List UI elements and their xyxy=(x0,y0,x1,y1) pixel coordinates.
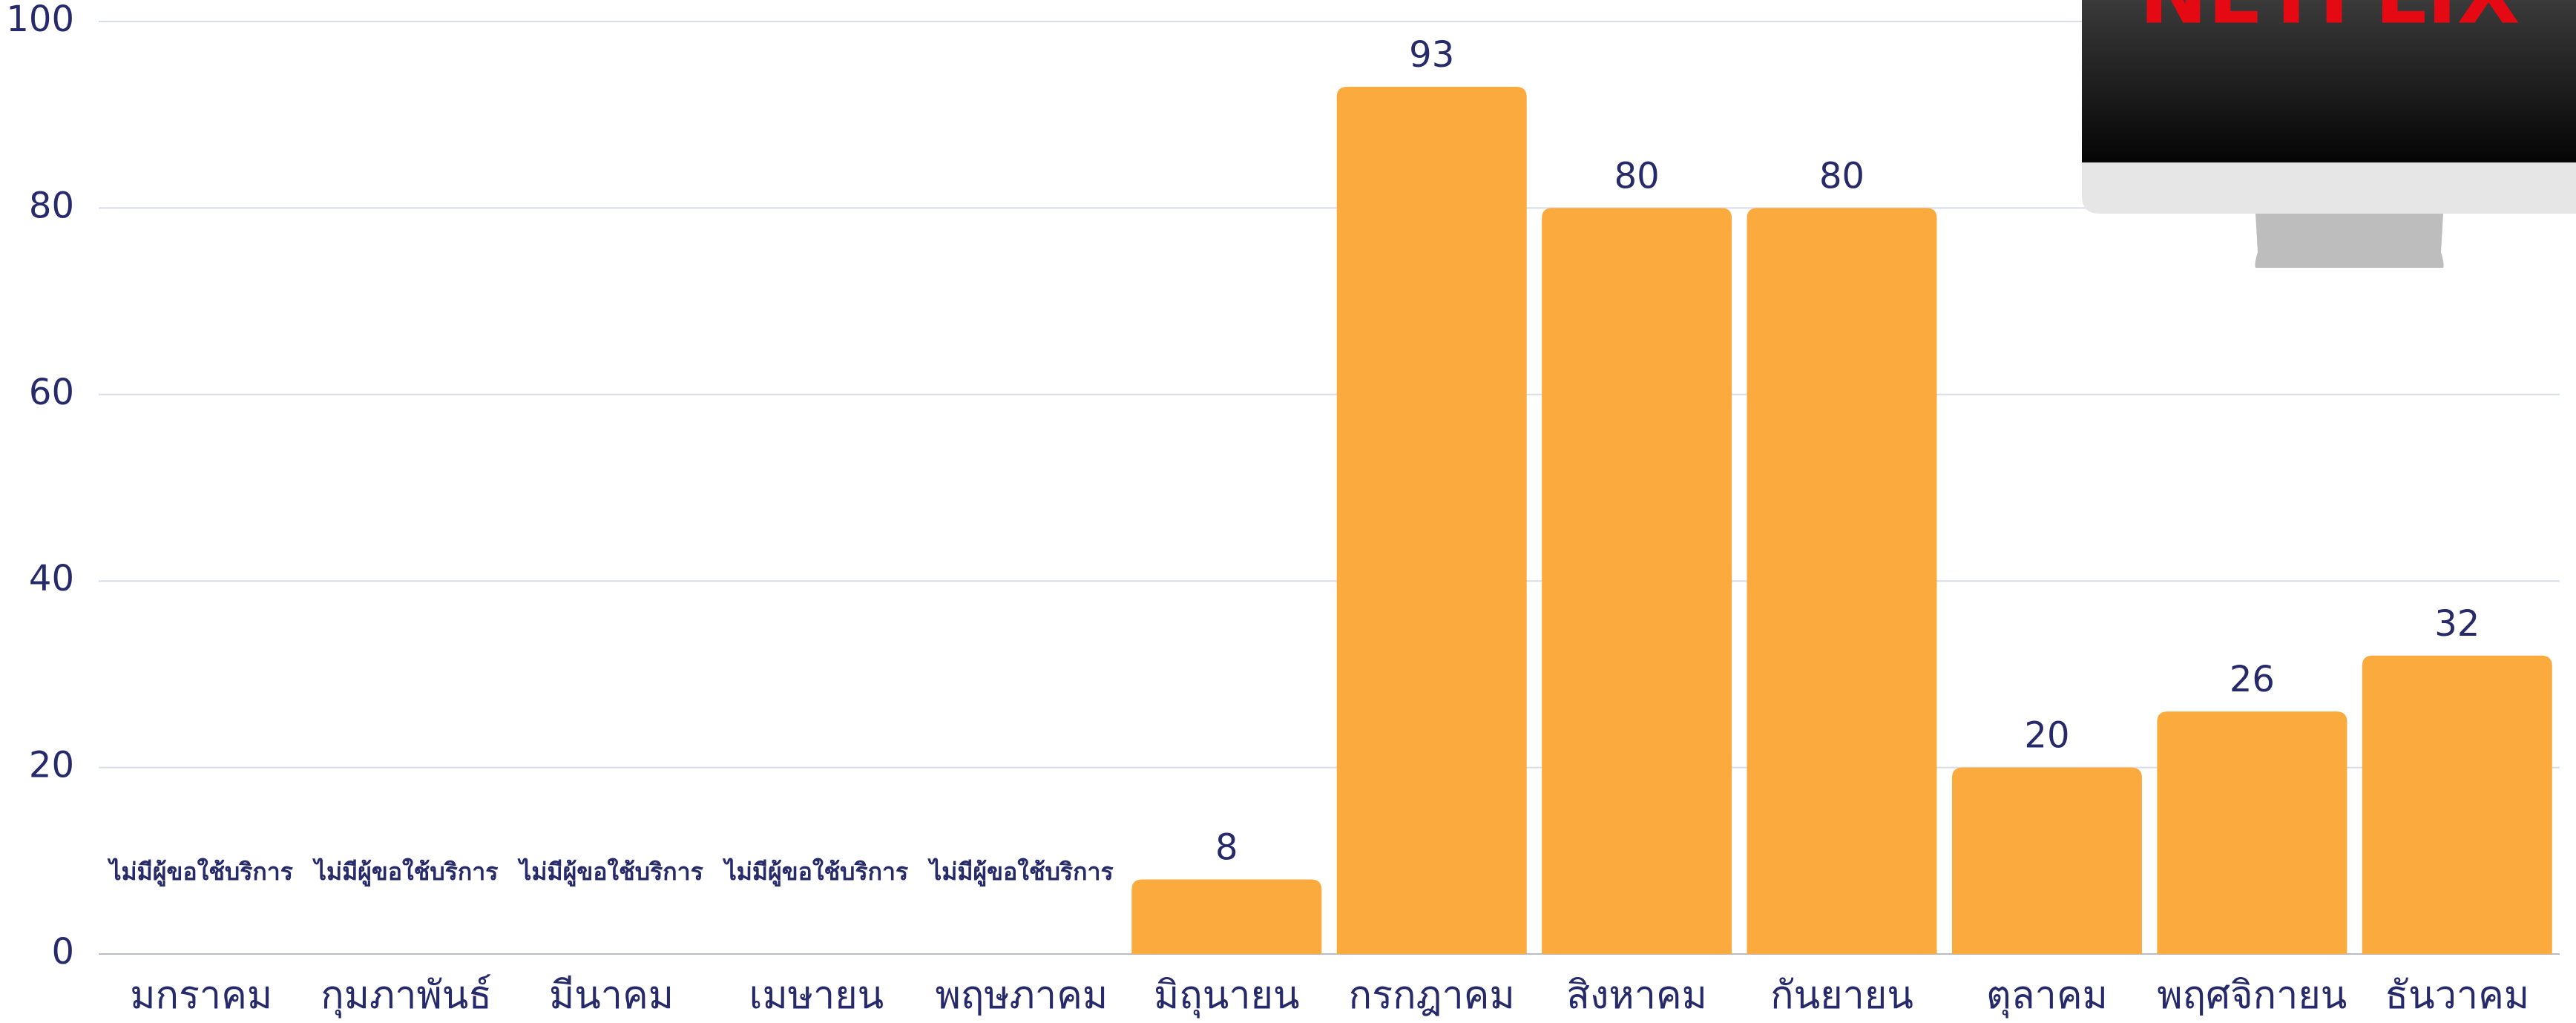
value-label: ไม่มีผู้ขอใช้บริการ xyxy=(927,858,1114,887)
bar xyxy=(1747,208,1937,954)
x-tick-label: กุมภาพันธ์ xyxy=(321,973,492,1019)
value-label: ไม่มีผู้ขอใช้บริการ xyxy=(723,858,909,887)
bar xyxy=(2362,656,2552,954)
x-tick-label: พฤษภาคม xyxy=(936,973,1108,1018)
x-tick-label: กันยายน xyxy=(1770,973,1913,1018)
value-label: 80 xyxy=(1614,155,1660,197)
x-tick-label: มิถุนายน xyxy=(1154,973,1300,1019)
x-tick-label: ตุลาคม xyxy=(1986,973,2108,1019)
chart: 0 20 40 60 80 100 มกราคม ไม่มีผู้ขอใช้บริการกุม… xyxy=(0,0,2576,1023)
value-label: ไม่มีผู้ขอใช้บริการ xyxy=(107,858,293,887)
y-tick-label: 40 xyxy=(29,558,74,599)
value-label: 8 xyxy=(1215,826,1238,868)
bar xyxy=(2157,711,2347,954)
value-label: 20 xyxy=(2024,715,2069,757)
y-tick-label: 0 xyxy=(51,931,74,973)
bar xyxy=(1131,879,1321,954)
x-tick-label: เมษายน xyxy=(749,973,884,1018)
bar xyxy=(1337,87,1527,954)
x-tick-label: สิงหาคม xyxy=(1566,973,1707,1018)
y-tick-label: 20 xyxy=(29,745,74,786)
x-tick-label: มกราคม xyxy=(130,973,272,1018)
x-tick-label: พฤศจิกายน xyxy=(2157,973,2347,1018)
value-label: 26 xyxy=(2230,659,2275,700)
bar xyxy=(1542,208,1732,954)
monitor-stand xyxy=(2255,214,2443,268)
x-tick-label: มีนาคม xyxy=(549,973,674,1018)
monitor-image: NETFLIX xyxy=(2082,0,2576,268)
value-label: 93 xyxy=(1409,34,1454,76)
bar xyxy=(1952,768,2142,954)
x-tick-label: ธันวาคม xyxy=(2385,973,2529,1018)
value-label: 32 xyxy=(2434,603,2480,645)
value-label: ไม่มีผู้ขอใช้บริการ xyxy=(312,858,499,887)
value-label: 80 xyxy=(1819,155,1864,197)
netflix-logo: NETFLIX xyxy=(2139,0,2520,42)
x-tick-label: กรกฎาคม xyxy=(1349,973,1515,1018)
y-tick-label: 60 xyxy=(29,372,74,413)
y-tick-label: 100 xyxy=(6,0,74,40)
value-label: ไม่มีผู้ขอใช้บริการ xyxy=(517,858,703,887)
y-tick-label: 80 xyxy=(29,185,74,226)
